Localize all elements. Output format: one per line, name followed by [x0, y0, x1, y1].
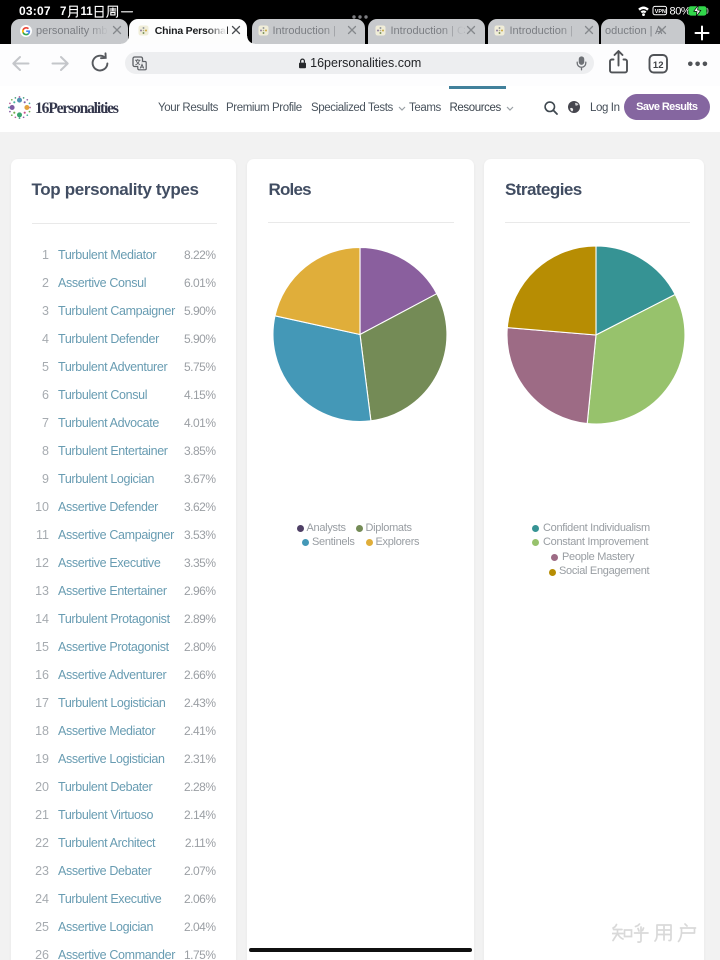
svg-text:80%: 80% [670, 6, 691, 18]
svg-text:12: 12 [653, 60, 664, 71]
svg-text:11: 11 [81, 6, 94, 18]
svg-text:VPN: VPN [655, 9, 666, 15]
svg-text:7: 7 [60, 6, 66, 18]
